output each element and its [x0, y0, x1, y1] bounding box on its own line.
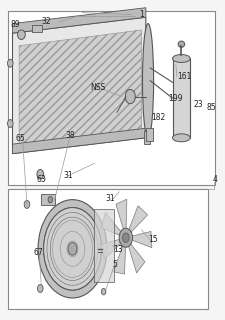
Text: 85: 85	[207, 103, 217, 112]
Polygon shape	[19, 30, 141, 147]
Text: 89: 89	[10, 20, 20, 29]
Text: 199: 199	[168, 94, 182, 103]
Text: 1: 1	[139, 10, 144, 19]
Text: 4: 4	[213, 174, 218, 184]
Polygon shape	[13, 17, 146, 154]
Circle shape	[122, 233, 129, 243]
Ellipse shape	[173, 134, 190, 142]
Text: 5: 5	[112, 260, 117, 268]
Polygon shape	[128, 244, 145, 273]
Polygon shape	[13, 8, 146, 33]
Ellipse shape	[142, 24, 154, 138]
Text: 65: 65	[16, 134, 26, 143]
FancyBboxPatch shape	[32, 25, 42, 32]
FancyBboxPatch shape	[144, 132, 150, 144]
Ellipse shape	[7, 120, 13, 127]
Polygon shape	[99, 239, 120, 259]
Text: 63: 63	[37, 174, 47, 184]
Text: 15: 15	[148, 236, 158, 244]
Text: 67: 67	[34, 248, 43, 257]
Polygon shape	[116, 199, 127, 229]
Polygon shape	[129, 206, 148, 232]
Ellipse shape	[178, 41, 185, 47]
Circle shape	[44, 208, 101, 290]
Ellipse shape	[125, 89, 135, 104]
FancyBboxPatch shape	[41, 194, 55, 205]
Text: 23: 23	[194, 100, 203, 109]
Ellipse shape	[173, 54, 190, 62]
Polygon shape	[13, 128, 146, 154]
Ellipse shape	[7, 59, 13, 67]
Ellipse shape	[101, 288, 106, 295]
Text: 32: 32	[41, 17, 51, 26]
Polygon shape	[132, 231, 152, 248]
FancyBboxPatch shape	[146, 128, 153, 141]
Text: 31: 31	[106, 194, 115, 203]
Ellipse shape	[38, 284, 43, 292]
FancyBboxPatch shape	[94, 209, 114, 282]
Text: 31: 31	[64, 172, 73, 180]
Ellipse shape	[18, 30, 25, 39]
Polygon shape	[101, 212, 121, 235]
Ellipse shape	[37, 170, 44, 179]
Circle shape	[68, 243, 77, 255]
FancyBboxPatch shape	[8, 11, 215, 185]
FancyBboxPatch shape	[173, 59, 190, 138]
Circle shape	[119, 228, 133, 247]
Text: 13: 13	[114, 245, 123, 254]
Text: NSS: NSS	[90, 83, 106, 92]
Polygon shape	[113, 246, 126, 274]
Text: 161: 161	[177, 72, 191, 81]
FancyBboxPatch shape	[8, 188, 208, 309]
Ellipse shape	[48, 196, 52, 203]
Text: 182: 182	[151, 113, 166, 122]
Text: 38: 38	[66, 131, 75, 140]
Ellipse shape	[24, 200, 30, 208]
